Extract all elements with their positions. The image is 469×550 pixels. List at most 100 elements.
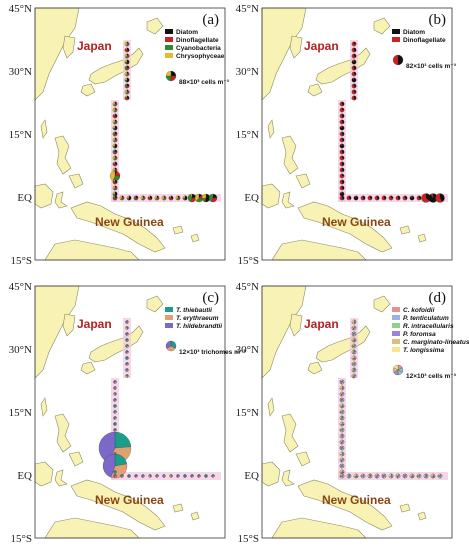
station-pie xyxy=(112,137,118,143)
legend-entry: Dinoflagellate xyxy=(403,37,446,44)
station-pie xyxy=(125,368,129,372)
station-pie xyxy=(148,474,152,478)
land-mass xyxy=(297,201,393,253)
land-mass xyxy=(281,413,299,453)
station-pie xyxy=(112,125,118,131)
pie-slice xyxy=(204,474,207,477)
pie-slice xyxy=(339,161,343,167)
legend-entry: T. longissima xyxy=(403,347,444,354)
station-pie xyxy=(119,195,125,201)
legend-entry: C. marginato-lineatus xyxy=(403,339,469,346)
latitude-label: EQ xyxy=(17,192,32,204)
station-pie xyxy=(125,338,129,342)
latitude-label: EQ xyxy=(244,192,259,204)
pie-slice xyxy=(113,113,116,117)
pie-slice xyxy=(339,469,343,473)
pie-slice xyxy=(112,143,116,147)
station-pie xyxy=(339,185,345,191)
station-pie xyxy=(351,83,357,89)
station-pie xyxy=(124,83,130,89)
land-mass xyxy=(172,225,184,235)
pie-slice xyxy=(113,179,116,183)
station-pie xyxy=(437,473,443,479)
station-pie xyxy=(339,451,345,457)
pie-slice xyxy=(112,155,116,160)
station-pie xyxy=(416,195,422,201)
pie-slice xyxy=(124,53,128,58)
legend-entry: T. erythraeum xyxy=(176,315,219,322)
pie-slice xyxy=(339,451,343,455)
pie-slice xyxy=(114,392,116,395)
pie-slice xyxy=(425,473,427,477)
pie-slice xyxy=(339,173,345,179)
station-pie xyxy=(381,473,387,479)
station-pie xyxy=(339,119,345,125)
pie-slice xyxy=(361,473,364,477)
station-pie xyxy=(182,195,188,201)
station-pie xyxy=(113,470,117,474)
land-mass xyxy=(54,191,68,209)
station-pie xyxy=(339,149,345,155)
pie-slice xyxy=(190,474,193,478)
pie-slice xyxy=(340,427,343,431)
pie-slice xyxy=(353,349,355,353)
pie-slice xyxy=(112,107,116,113)
pie-slice xyxy=(113,410,116,414)
pie-slice xyxy=(410,195,413,199)
pie-slice xyxy=(340,143,343,147)
legend-swatch xyxy=(392,37,400,42)
station-pie xyxy=(125,350,129,354)
pie-slice xyxy=(113,131,116,135)
place-japan: Japan xyxy=(77,39,112,53)
station-pie xyxy=(109,170,121,182)
station-pie xyxy=(113,404,117,408)
station-pie xyxy=(339,125,345,131)
pie-slice xyxy=(148,474,151,477)
pie-slice xyxy=(351,53,356,59)
station-pie xyxy=(125,326,129,330)
legend-entry: T. hildebrandtii xyxy=(176,323,222,330)
scale-label: 82×10³ cells m⁻³ xyxy=(406,63,457,70)
station-pie xyxy=(339,403,345,409)
pie-slice xyxy=(339,107,345,113)
pie-slice xyxy=(126,83,128,87)
pie-slice xyxy=(340,409,343,413)
station-pie xyxy=(339,131,345,137)
land-mass xyxy=(267,397,275,417)
land-mass xyxy=(261,7,307,101)
latitude-label: 15°N xyxy=(9,129,32,141)
station-pie xyxy=(351,367,357,373)
station-pie xyxy=(351,65,357,71)
map-frame xyxy=(34,285,226,539)
station-pie xyxy=(175,195,181,201)
pie-slice xyxy=(113,474,116,478)
station-pie xyxy=(339,161,345,167)
station-pie xyxy=(351,361,357,367)
station-pie xyxy=(402,473,408,479)
pie-slice xyxy=(367,195,373,201)
station-pie xyxy=(155,474,159,478)
pie-slice xyxy=(197,474,200,478)
pie-slice xyxy=(339,155,345,161)
land-mass xyxy=(399,225,411,235)
station-pie xyxy=(124,89,130,95)
station-pie xyxy=(388,473,394,479)
pie-slice xyxy=(430,193,434,199)
land-mass xyxy=(307,83,323,97)
land-mass xyxy=(68,451,84,467)
station-pie xyxy=(351,319,357,325)
pie-slice xyxy=(113,404,116,407)
land-mass xyxy=(62,313,76,337)
station-pie xyxy=(190,474,194,478)
land-mass xyxy=(40,119,48,139)
station-pie xyxy=(187,193,197,203)
station-pie xyxy=(125,344,129,348)
station-pie xyxy=(351,325,357,331)
latitude-label: 30°N xyxy=(9,66,32,78)
station-pie xyxy=(388,195,394,201)
station-pie xyxy=(112,119,118,125)
pie-slice xyxy=(353,473,357,477)
place-japan: Japan xyxy=(77,317,112,331)
station-pie xyxy=(168,195,174,201)
station-pie xyxy=(360,473,366,479)
